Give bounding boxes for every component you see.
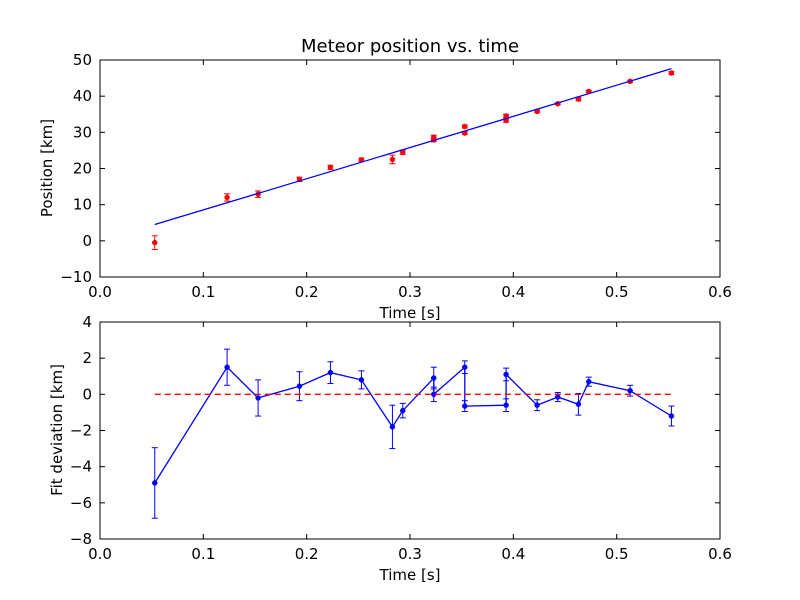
y-tick-label: −10 xyxy=(60,268,92,286)
x-tick-label: 0.4 xyxy=(501,283,525,301)
x-axis-label: Time [s] xyxy=(379,304,441,322)
data-point xyxy=(462,364,468,370)
plot-area-background xyxy=(100,322,720,539)
chart-title: Meteor position vs. time xyxy=(301,36,519,57)
fit-line xyxy=(154,68,672,226)
data-point xyxy=(152,480,158,486)
y-tick-label: 50 xyxy=(73,51,92,69)
data-point xyxy=(462,123,468,130)
y-tick-label: −8 xyxy=(70,530,92,548)
y-tick-label: −6 xyxy=(70,494,92,512)
x-tick-label: 0.2 xyxy=(295,283,319,301)
y-tick-label: 2 xyxy=(82,349,92,367)
position-panel: Meteor position vs. time 0.0 0.1 0.2 0.3 0.4… xyxy=(38,36,732,322)
plot-area-frame xyxy=(99,321,721,540)
data-point xyxy=(668,70,675,76)
data-point xyxy=(503,402,509,408)
data-point xyxy=(534,402,540,408)
y-tick-label: 0 xyxy=(82,385,92,403)
y-tick-label: −4 xyxy=(70,458,92,476)
x-tick-label: 0.6 xyxy=(708,545,732,563)
data-point xyxy=(462,403,468,409)
data-point xyxy=(255,395,261,401)
x-tick-label: 0.2 xyxy=(295,545,319,563)
y-tick-label: 20 xyxy=(73,160,92,178)
data-point xyxy=(586,378,592,385)
data-point xyxy=(389,156,396,163)
x-tick-label: 0.1 xyxy=(191,283,215,301)
y-tick-label: −2 xyxy=(70,422,92,440)
position-marks xyxy=(151,68,675,251)
data-point xyxy=(389,424,396,430)
y-tick-label: 4 xyxy=(82,313,92,331)
x-tick-label: 0.6 xyxy=(708,283,732,301)
x-tick-label: 0.0 xyxy=(88,545,112,563)
data-point xyxy=(503,371,509,378)
deviation-panel: 0.0 0.1 0.2 0.3 0.4 0.5 0.6 −8 −6 −4 −2 0 2 4 Time [s… xyxy=(48,313,732,584)
y-axis-label: Position [km] xyxy=(38,119,56,217)
data-point xyxy=(431,375,437,381)
plot-area-frame xyxy=(99,59,721,278)
y-tick-label: 30 xyxy=(73,123,92,141)
data-point xyxy=(224,364,230,370)
x-tick-label: 0.3 xyxy=(398,545,422,563)
x-tick-label: 0.1 xyxy=(191,545,215,563)
y-tick-label: 0 xyxy=(82,232,92,250)
data-point xyxy=(224,194,230,201)
data-point xyxy=(668,413,675,419)
y-axis-label: Fit deviation [km] xyxy=(48,364,66,496)
x-tick-label: 0.0 xyxy=(88,283,112,301)
x-tick-label: 0.5 xyxy=(605,545,629,563)
deviation-ticks: 0.0 0.1 0.2 0.3 0.4 0.5 0.6 −8 −6 −4 −2 0 2 4 xyxy=(70,313,732,563)
x-tick-label: 0.5 xyxy=(605,283,629,301)
data-point xyxy=(575,401,582,408)
data-point xyxy=(296,383,303,389)
data-point xyxy=(555,394,561,400)
x-tick-label: 0.4 xyxy=(501,545,525,563)
data-point xyxy=(152,239,158,246)
position-ticks: 0.0 0.1 0.2 0.3 0.4 0.5 0.6 −10 0 10 20 30 40 50 xyxy=(60,51,732,301)
data-point xyxy=(400,407,406,414)
plot-area-background xyxy=(100,60,720,277)
y-tick-label: 40 xyxy=(73,87,92,105)
data-point xyxy=(358,377,365,383)
data-point xyxy=(327,369,334,376)
x-axis-label: Time [s] xyxy=(379,566,441,584)
y-tick-label: 10 xyxy=(73,196,92,214)
data-point xyxy=(627,387,633,394)
x-tick-label: 0.3 xyxy=(398,283,422,301)
deviation-line xyxy=(154,365,672,484)
data-point xyxy=(431,134,437,141)
data-point xyxy=(327,164,334,171)
deviation-marks xyxy=(151,348,675,519)
